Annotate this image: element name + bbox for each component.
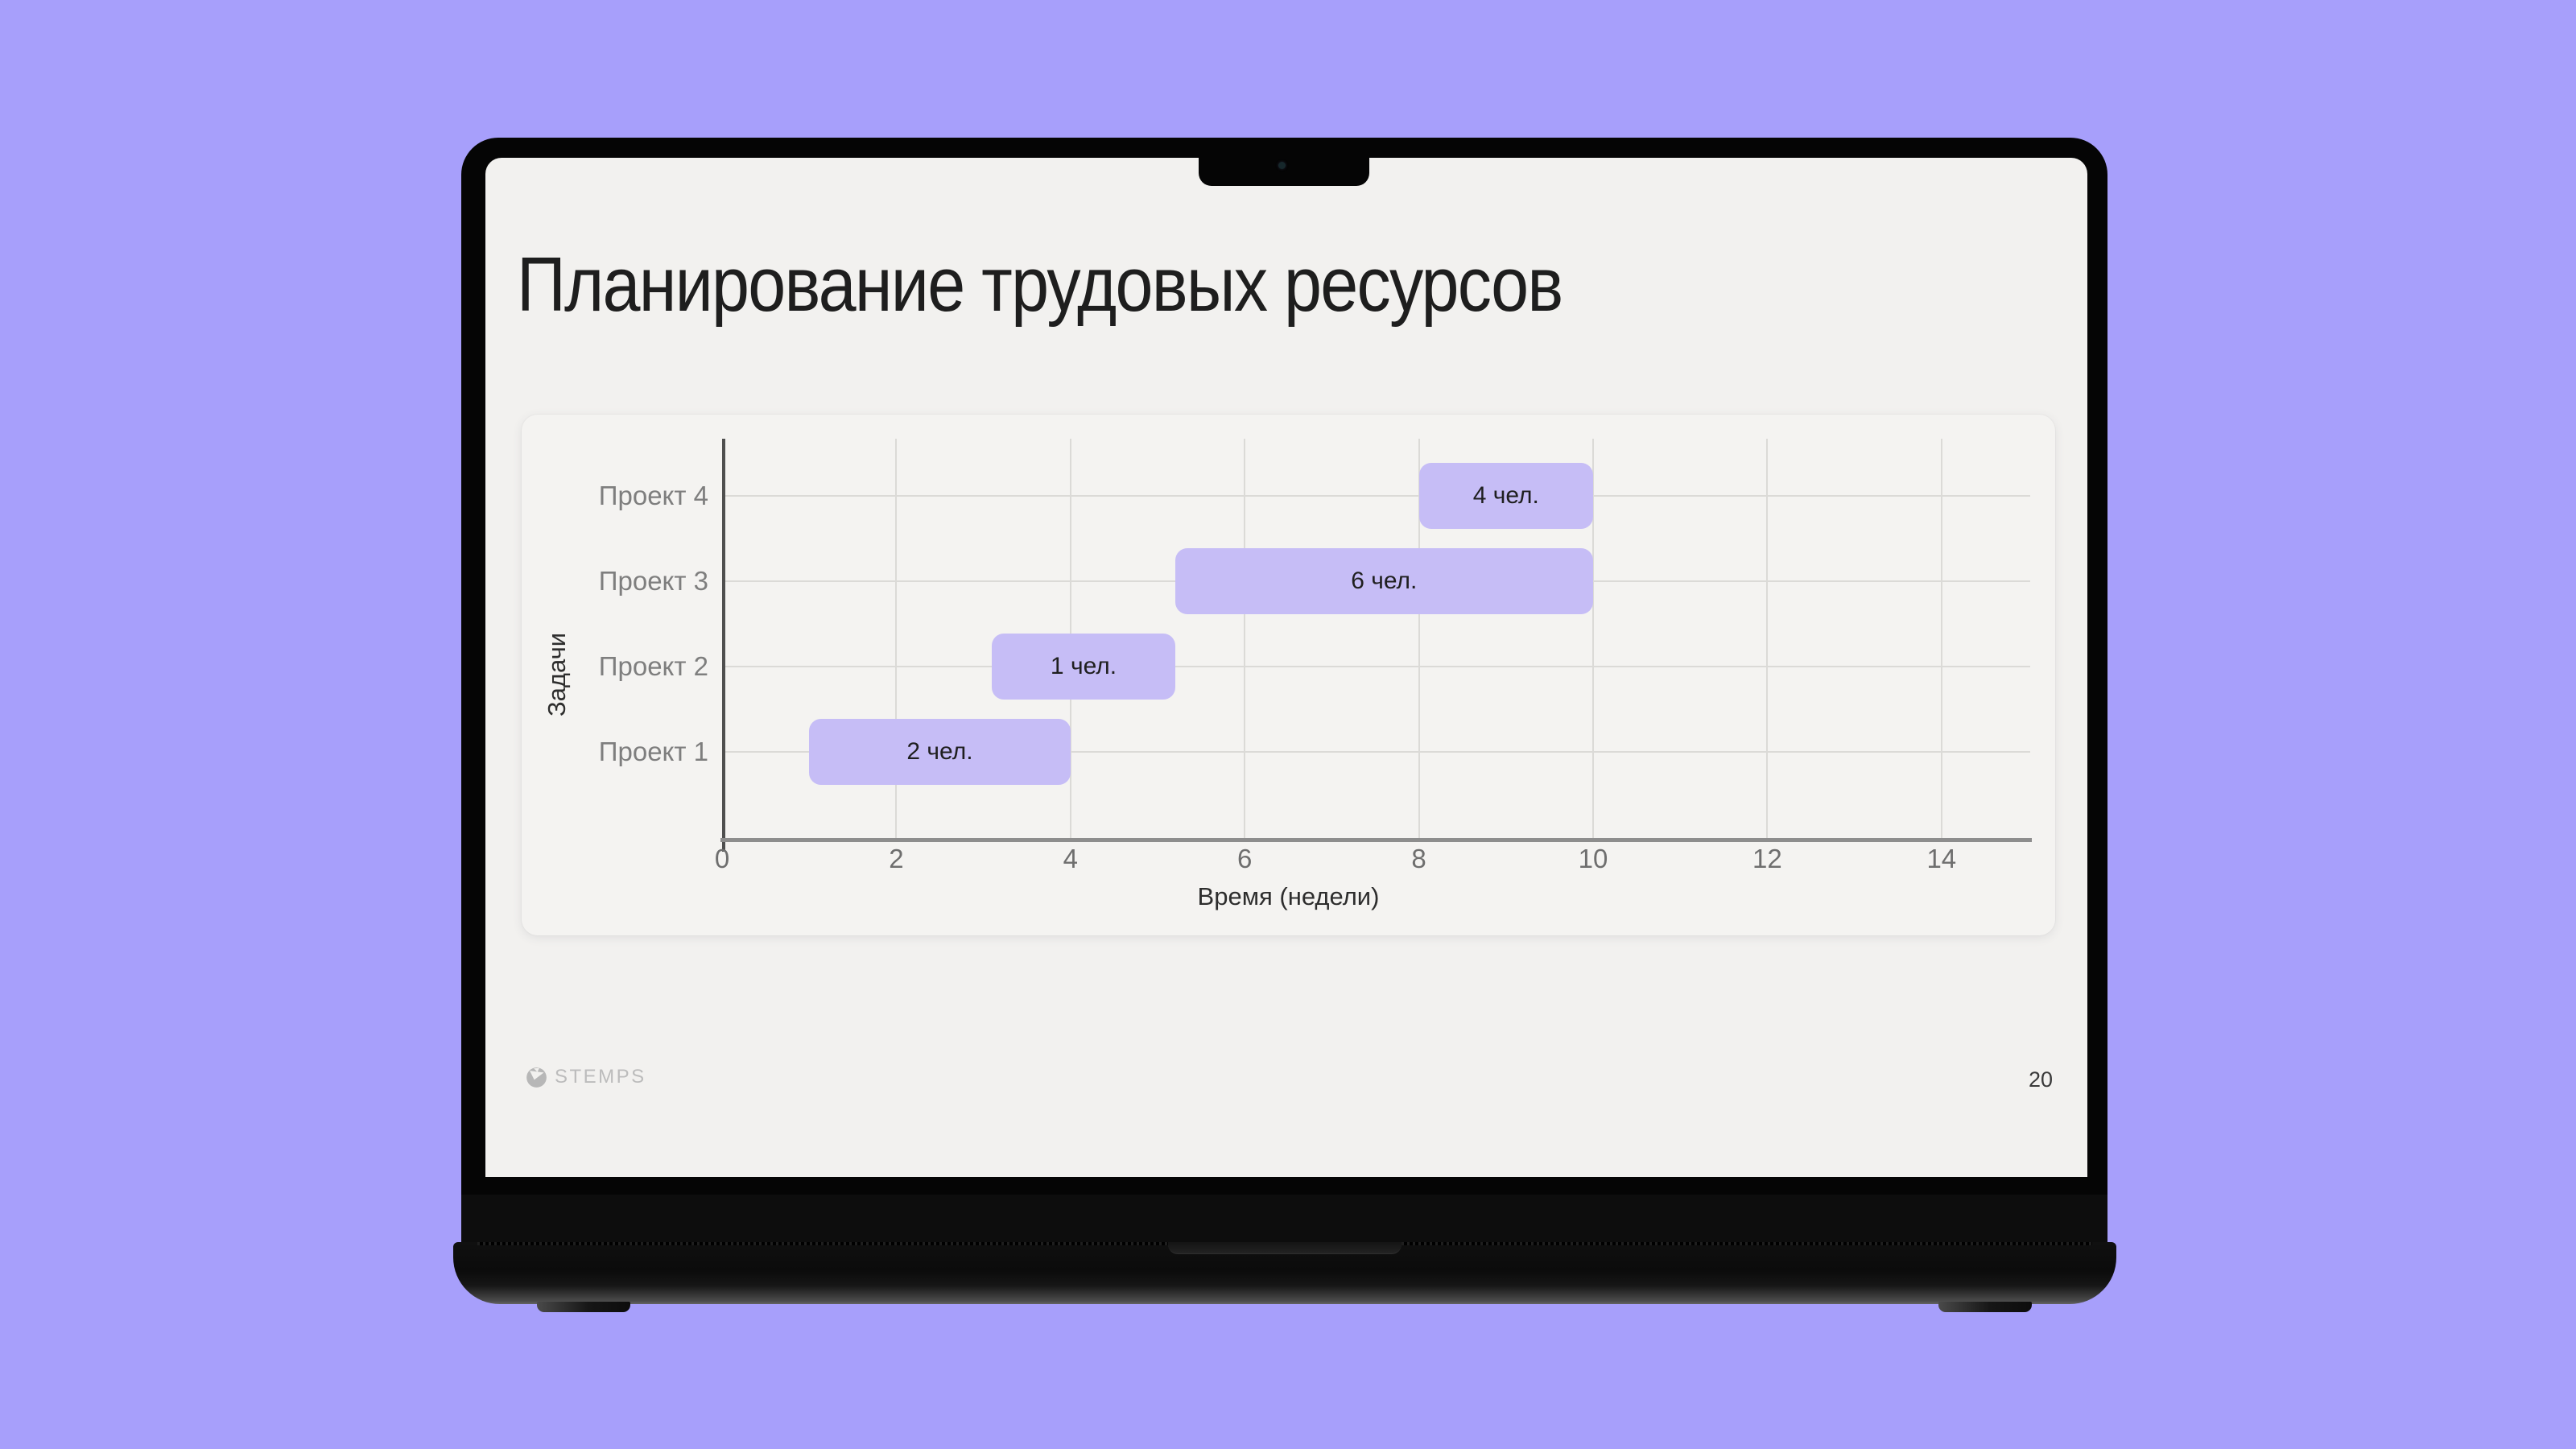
laptop-base: [453, 1242, 2116, 1304]
chart-card: Задачи Время (недели) Проект 4 Проект 3 Пр…: [522, 415, 2055, 935]
gantt-bar-label: 2 чел.: [906, 738, 973, 765]
footer-logo: STEMPS: [526, 1066, 646, 1088]
y-tick-label: Проект 4: [598, 481, 708, 510]
camera-notch: [1199, 138, 1369, 186]
laptop-foot-right: [1938, 1302, 2032, 1312]
x-tick-label: 0: [714, 844, 730, 873]
x-tick-label: 12: [1752, 844, 1782, 873]
grid-line-vertical: [1766, 439, 1769, 838]
x-tick-label: 8: [1411, 844, 1426, 873]
gantt-bar-label: 1 чел.: [1050, 653, 1117, 679]
grid-line-vertical: [1418, 439, 1420, 838]
laptop-hinge: [461, 1195, 2107, 1242]
gantt-bar-label: 6 чел.: [1351, 568, 1418, 594]
slide-canvas: Планирование трудовых ресурсов Задачи Вр…: [485, 158, 2087, 1177]
x-axis-title: Время (недели): [1197, 882, 1380, 910]
webcam-icon: [1278, 162, 1286, 169]
stemps-logo-icon: [526, 1067, 547, 1088]
gantt-bar: 6 чел.: [1174, 548, 1593, 614]
x-tick-label: 14: [1926, 844, 1957, 873]
x-tick-label: 6: [1237, 844, 1253, 873]
y-tick-label: Проект 2: [598, 651, 708, 681]
grid-line-vertical: [1244, 439, 1246, 838]
x-tick-label: 2: [889, 844, 904, 873]
gantt-bar: 2 чел.: [809, 719, 1071, 785]
gantt-bar: 1 чел.: [992, 634, 1175, 700]
grid-line-horizontal: [725, 751, 2030, 753]
x-tick-label: 4: [1063, 844, 1078, 873]
footer-logo-text: STEMPS: [555, 1066, 646, 1088]
laptop-foot-left: [537, 1302, 630, 1312]
gantt-bar: 4 чел.: [1418, 463, 1593, 529]
page-number: 20: [2028, 1067, 2053, 1092]
grid-line-vertical: [1940, 439, 1942, 838]
x-axis-line: [720, 838, 2032, 842]
base-thumb-scoop: [1168, 1242, 1402, 1254]
grid-line-horizontal: [725, 495, 2030, 497]
grid-line-vertical: [895, 439, 898, 838]
grid-line-vertical: [1592, 439, 1594, 838]
x-tick-label: 10: [1578, 844, 1608, 873]
laptop-screen-bezel: Планирование трудовых ресурсов Задачи Вр…: [461, 138, 2107, 1242]
gantt-bar-label: 4 чел.: [1472, 482, 1539, 509]
grid-line-horizontal: [725, 666, 2030, 667]
y-tick-label: Проект 3: [598, 566, 708, 596]
y-axis-line: [722, 439, 725, 852]
slide-title: Планирование трудовых ресурсов: [517, 242, 1563, 328]
y-tick-label: Проект 1: [598, 737, 708, 766]
